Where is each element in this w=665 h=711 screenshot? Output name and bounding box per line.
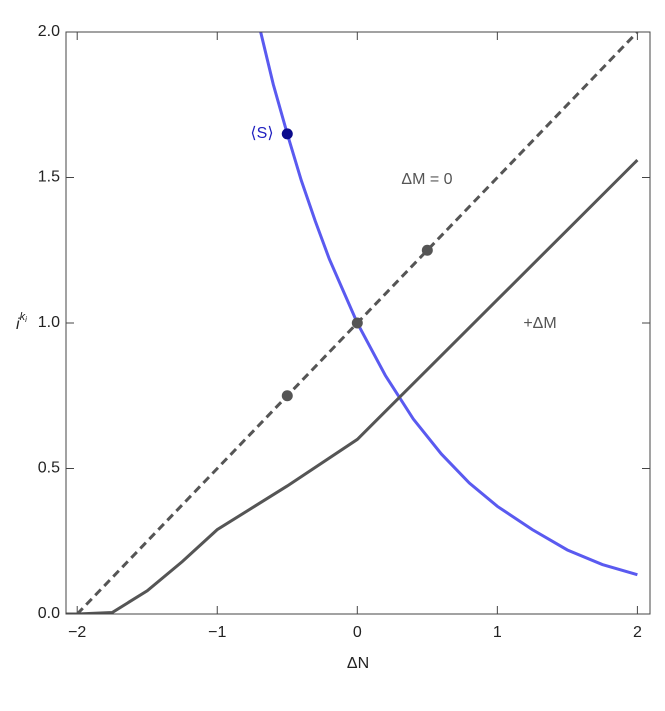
x-tick-label: −2 bbox=[68, 624, 86, 641]
annotation: +ΔM bbox=[523, 315, 556, 332]
y-tick-label: 0.0 bbox=[38, 605, 60, 622]
series-line bbox=[259, 32, 638, 577]
y-axis-label-base: i bbox=[16, 316, 20, 333]
y-axis-label-sup: k bbox=[20, 311, 26, 323]
annotation: ⟨S⟩ bbox=[250, 125, 273, 142]
y-tick-label: 1.0 bbox=[38, 314, 60, 331]
y-tick-label: 1.5 bbox=[38, 169, 60, 186]
plot-frame bbox=[65, 31, 651, 615]
x-axis-label: ΔN bbox=[347, 655, 369, 672]
point bbox=[281, 390, 293, 402]
point bbox=[351, 317, 363, 329]
annotation: ΔM = 0 bbox=[401, 171, 452, 188]
point bbox=[281, 128, 293, 140]
x-tick-label: −1 bbox=[208, 624, 226, 641]
y-axis-label: iki bbox=[16, 311, 27, 333]
point bbox=[421, 244, 433, 256]
x-tick-label: 1 bbox=[493, 624, 502, 641]
y-tick-label: 0.5 bbox=[38, 460, 60, 477]
y-tick-label: 2.0 bbox=[38, 23, 60, 40]
y-axis-label-sub: i bbox=[25, 315, 27, 324]
x-tick-label: 0 bbox=[353, 624, 362, 641]
series-line bbox=[66, 158, 639, 614]
x-tick-label: 2 bbox=[633, 624, 642, 641]
